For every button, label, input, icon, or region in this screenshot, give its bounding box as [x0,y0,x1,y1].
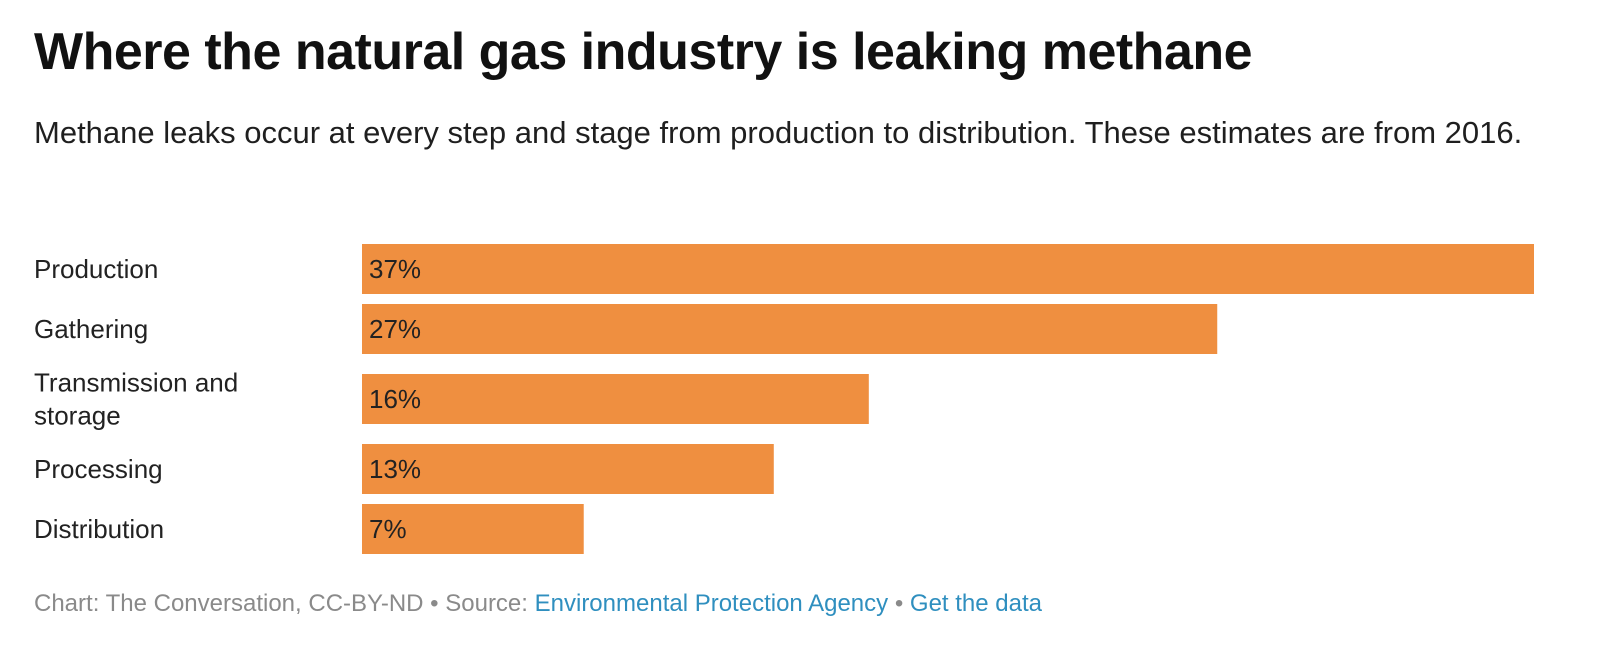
bar-processing [362,444,774,494]
bar-transmission-and-storage [362,374,869,424]
source-prefix: Source: [445,590,535,617]
separator: • [423,590,446,617]
separator: • [888,590,910,617]
category-label: Production [34,254,158,284]
chart-subtitle: Methane leaks occur at every step and st… [34,115,1523,150]
chart-footer: Chart: The Conversation, CC-BY-ND • Sour… [34,590,1042,618]
category-label: Distribution [34,514,164,544]
credit-text: Chart: The Conversation, CC-BY-ND [34,590,424,617]
chart-title: Where the natural gas industry is leakin… [34,23,1253,81]
category-label: Gathering [34,314,148,344]
bar-value-label: 7% [369,514,407,544]
bar-value-label: 27% [369,314,421,344]
bar-value-label: 37% [369,254,421,284]
bar-gathering [362,304,1218,354]
bar-value-label: 13% [369,454,421,484]
category-label: Transmission and storage [34,368,238,431]
source-link[interactable]: Environmental Protection Agency [534,590,889,617]
bar-production [362,244,1534,294]
bar-value-label: 16% [369,384,421,414]
bar-distribution [362,504,584,554]
get-data-link[interactable]: Get the data [909,590,1042,617]
category-label: Processing [34,454,163,484]
